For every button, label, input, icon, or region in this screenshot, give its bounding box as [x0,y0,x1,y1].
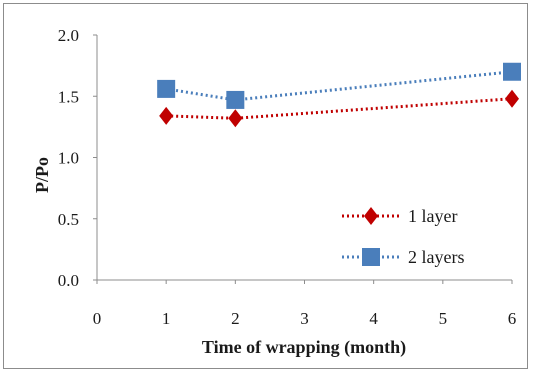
data-point [159,106,174,125]
data-point [157,79,176,98]
x-tick-label: 5 [439,309,448,328]
legend: 1 layer 2 layers [342,206,464,267]
series-line [165,70,513,102]
y-tick-label: 2.0 [58,26,79,45]
data-point [505,89,519,108]
y-tick-label: 1.0 [58,149,79,168]
legend-item: 2 layers [342,247,464,267]
y-tick-label: 0.0 [58,271,79,290]
legend-label: 2 layers [408,247,464,267]
x-axis-title: Time of wrapping (month) [202,337,406,358]
series-layer [157,62,521,128]
x-tick-label: 2 [231,309,240,328]
x-tick-label: 3 [300,309,309,328]
series-2 [157,62,521,109]
x-tick-labels: 0 1 2 3 4 5 6 [93,280,517,328]
series-1 [159,89,519,128]
chart-frame [3,3,528,369]
data-point [226,90,245,109]
y-axis-title: P/Po [32,157,52,193]
y-tick-label: 0.5 [58,210,79,229]
data-point [228,109,243,128]
legend-item: 1 layer [342,206,457,226]
x-tick-label: 4 [369,309,378,328]
x-tick-label: 6 [508,309,517,328]
y-tick-label: 1.5 [58,87,79,106]
y-tick-labels: 0.0 0.5 1.0 1.5 2.0 [58,26,97,290]
data-point [503,62,521,81]
legend-label: 1 layer [408,206,457,226]
series-line [166,97,513,120]
x-tick-label: 0 [93,309,102,328]
legend-marker [362,248,380,266]
x-tick-label: 1 [162,309,171,328]
legend-marker [364,207,378,225]
